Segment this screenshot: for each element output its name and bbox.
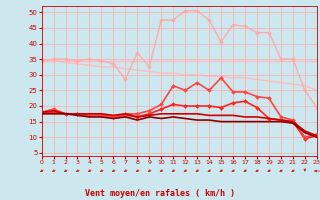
Text: Vent moyen/en rafales ( km/h ): Vent moyen/en rafales ( km/h ): [85, 189, 235, 198]
